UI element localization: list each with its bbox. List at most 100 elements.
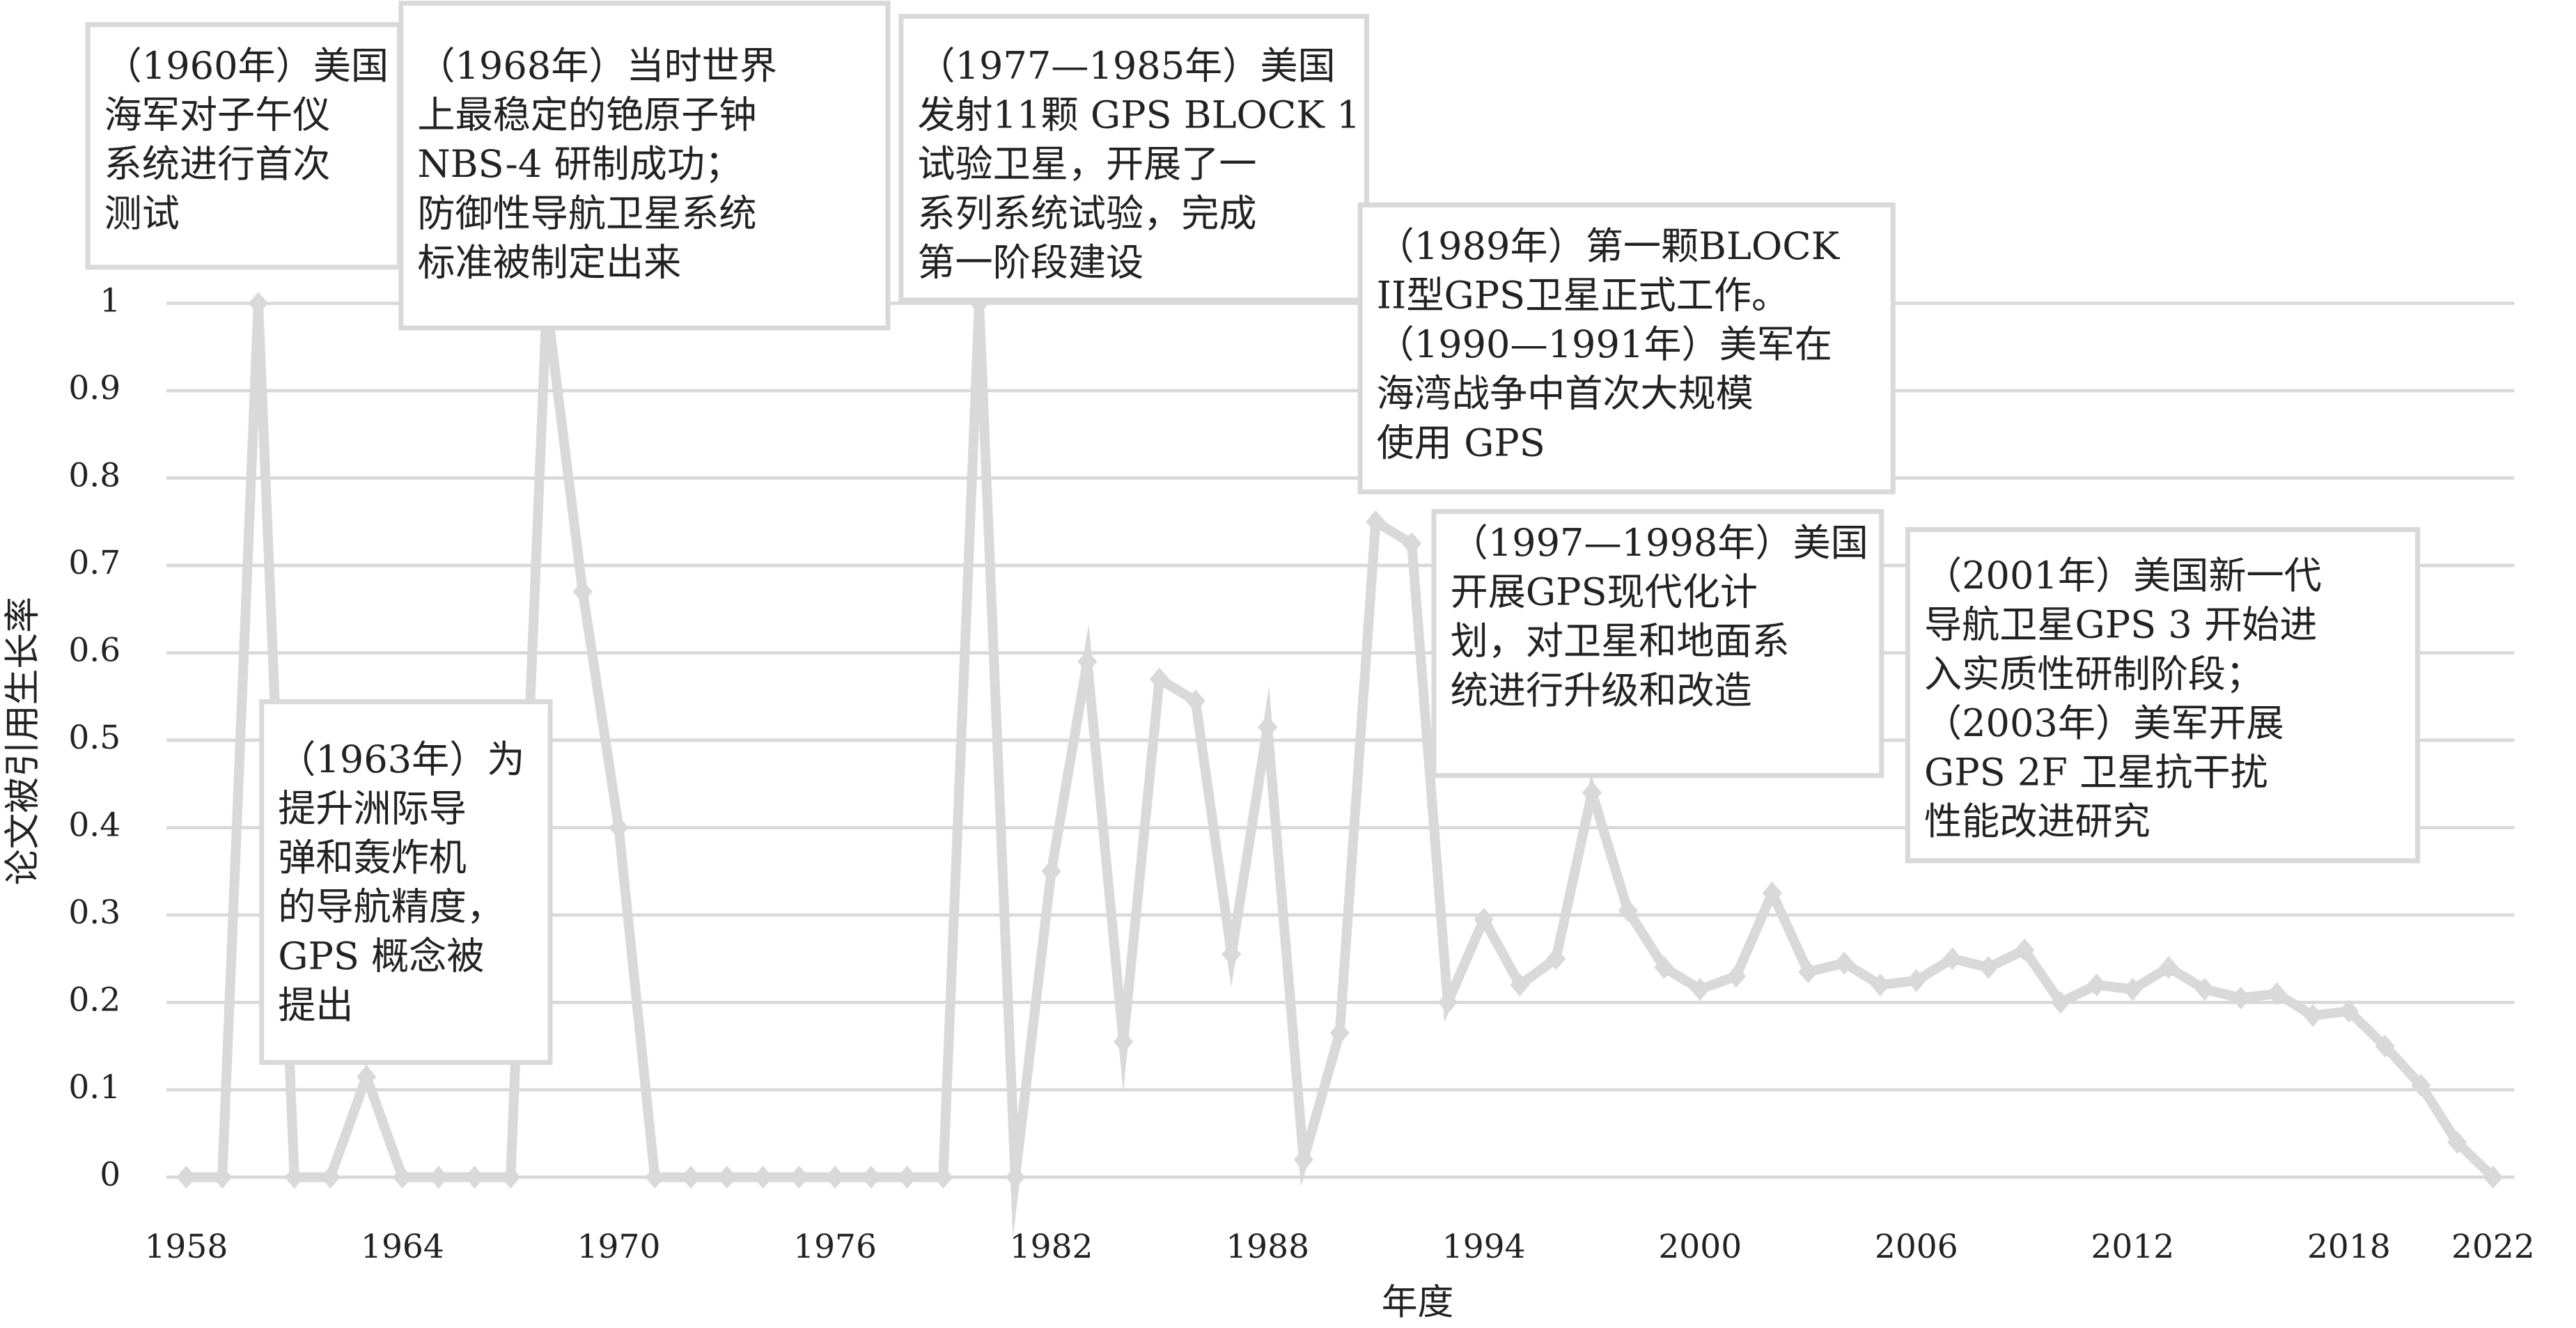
marker [1474,907,1494,931]
annotation-text: 使用 GPS [1377,421,1545,464]
marker [176,1165,196,1189]
annotation-text: GPS 2F 卫星抗干扰 [1924,751,2268,795]
marker [2339,999,2359,1023]
marker [2158,955,2179,979]
y-tick-label: 0.9 [68,369,120,407]
annotation-text: 系列系统试验，完成 [917,192,1256,235]
y-tick-label: 0.5 [68,719,120,757]
annotation-text: 测试 [104,192,180,235]
marker [1437,990,1458,1014]
marker [609,815,629,839]
marker [248,292,269,315]
x-tick-label: 1976 [793,1228,877,1266]
y-tick-label: 0.7 [68,544,120,582]
marker [789,1165,809,1189]
marker [1149,667,1169,691]
annotation-text: 划，对卫星和地面系 [1451,619,1790,663]
annotation-text: （1989年）第一颗BLOCK [1377,224,1841,268]
marker [1221,942,1242,966]
y-axis-title: 论文被引用生长率 [2,597,44,885]
marker [1618,899,1638,923]
annotation-text: GPS 概念被 [278,934,484,978]
marker [680,1165,701,1189]
annotation-text: 试验卫星，开展了一 [917,142,1256,186]
marker [753,1165,773,1189]
marker [465,1165,485,1189]
annotation-text: （1963年）为 [278,737,524,781]
marker [2447,1130,2467,1154]
annotation-text: 统进行升级和改造 [1451,669,1752,712]
annotation-text: 系统进行首次 [104,142,331,186]
marker [501,1165,521,1189]
annotation-text: （1977—1985年）美国 [917,44,1335,88]
marker [1258,715,1278,739]
annotation-text: 性能改进研究 [1924,799,2150,843]
annotation: （1989年）第一颗BLOCK II型GPS卫星正式工作。 （1990—1991年）… [1357,202,1896,494]
annotation-text: 上最稳定的铯原子钟 [417,93,756,137]
annotation-text: 防御性导航卫星系统 [417,192,756,235]
marker [1366,510,1386,533]
annotation-text: 第一阶段建设 [917,240,1143,284]
annotation-box [259,699,553,1065]
marker [2123,978,2143,1001]
y-tick-label: 0.6 [68,631,120,669]
marker [1402,532,1422,556]
marker [2231,986,2251,1010]
marker [1942,947,1962,971]
annotation-box [898,14,1370,303]
marker [572,580,593,604]
marker [1293,1148,1314,1171]
marker [1870,973,1891,997]
marker [2050,990,2070,1014]
marker [861,1165,881,1189]
marker [2483,1165,2504,1189]
x-tick-label: 2000 [1658,1228,1742,1266]
marker [1690,978,1710,1001]
marker [825,1165,845,1189]
marker [1077,650,1098,673]
marker [1041,859,1061,883]
annotation-text: 的导航精度， [278,885,504,929]
marker [1185,689,1205,712]
marker [1726,964,1747,988]
y-tick-label: 0.4 [68,806,120,844]
annotation-box [1357,202,1896,494]
annotation-text: 海湾战争中首次大规模 [1377,372,1754,416]
x-tick-label: 1970 [577,1228,661,1266]
marker [1834,951,1855,975]
marker [2086,973,2107,997]
marker [212,1165,233,1189]
marker [717,1165,737,1189]
marker [1546,947,1566,971]
marker [1798,960,1818,983]
x-tick-label: 1982 [1010,1228,1093,1266]
marker [2303,1003,2323,1027]
marker [428,1165,448,1189]
y-tick-label: 0.1 [68,1068,120,1107]
x-tick-label: 1964 [361,1228,444,1266]
marker [2014,938,2035,962]
marker [1005,1165,1025,1189]
marker [1978,955,1999,979]
annotation-text: （2003年）美军开展 [1924,701,2284,745]
marker [392,1165,413,1189]
annotation-text: （1968年）当时世界 [417,44,777,88]
annotation-box [1905,526,2421,864]
annotation-text: 发射11颗 GPS BLOCK 1 [917,93,1360,137]
annotation-text: 提升洲际导 [278,786,467,830]
marker [320,1165,341,1189]
marker [2194,978,2215,1001]
marker [1762,882,1782,905]
marker [897,1165,917,1189]
y-tick-label: 0.3 [68,893,120,932]
annotation-text: 入实质性研制阶段； [1924,652,2263,696]
marker [2411,1074,2431,1097]
marker [1113,1030,1134,1054]
marker [284,1165,304,1189]
annotation-text: （1997—1998年）美国 [1451,521,1868,565]
